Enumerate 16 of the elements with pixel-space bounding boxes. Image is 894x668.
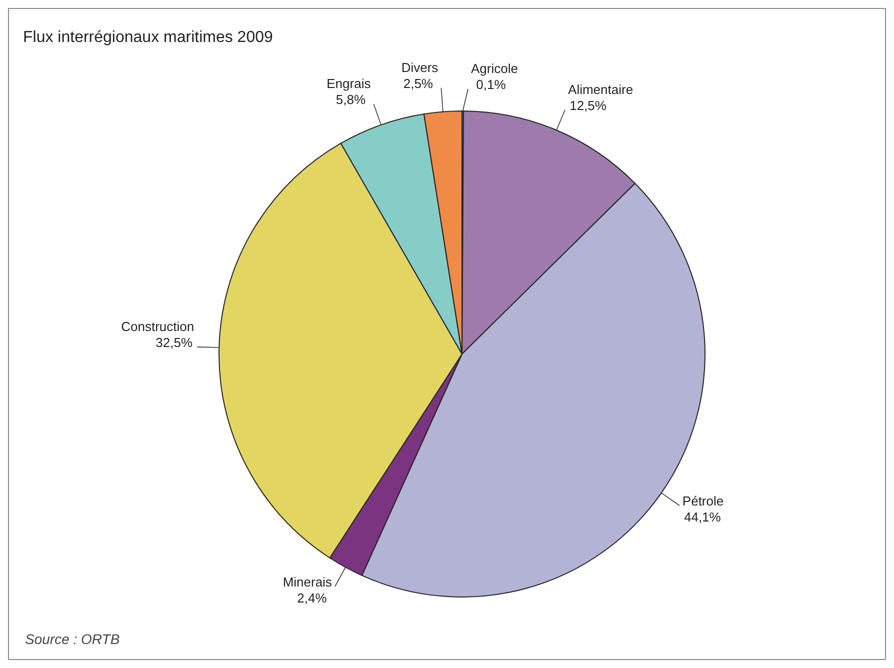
slice-label: Alimentaire xyxy=(568,82,634,97)
data-label: 2,4% xyxy=(297,590,328,606)
slice-label: Engrais xyxy=(326,76,372,92)
data-label: 0,1% xyxy=(476,77,506,92)
data-label: 44,1% xyxy=(684,509,722,524)
data-label: 32,5% xyxy=(156,334,193,350)
slice-label: Pétrole xyxy=(682,493,724,508)
data-label: 2,5% xyxy=(403,76,434,91)
data-label: 12,5% xyxy=(570,98,607,113)
slice-label: Agricole xyxy=(471,61,518,76)
data-label: 5,8% xyxy=(336,92,366,108)
slice-label: Construction xyxy=(121,318,194,334)
slice-label: Minerais xyxy=(282,574,332,590)
chart-title: Flux interrégionaux maritimes 2009 xyxy=(23,29,273,47)
slice-label: Divers xyxy=(401,60,439,75)
source-note: Source : ORTB xyxy=(25,631,120,647)
